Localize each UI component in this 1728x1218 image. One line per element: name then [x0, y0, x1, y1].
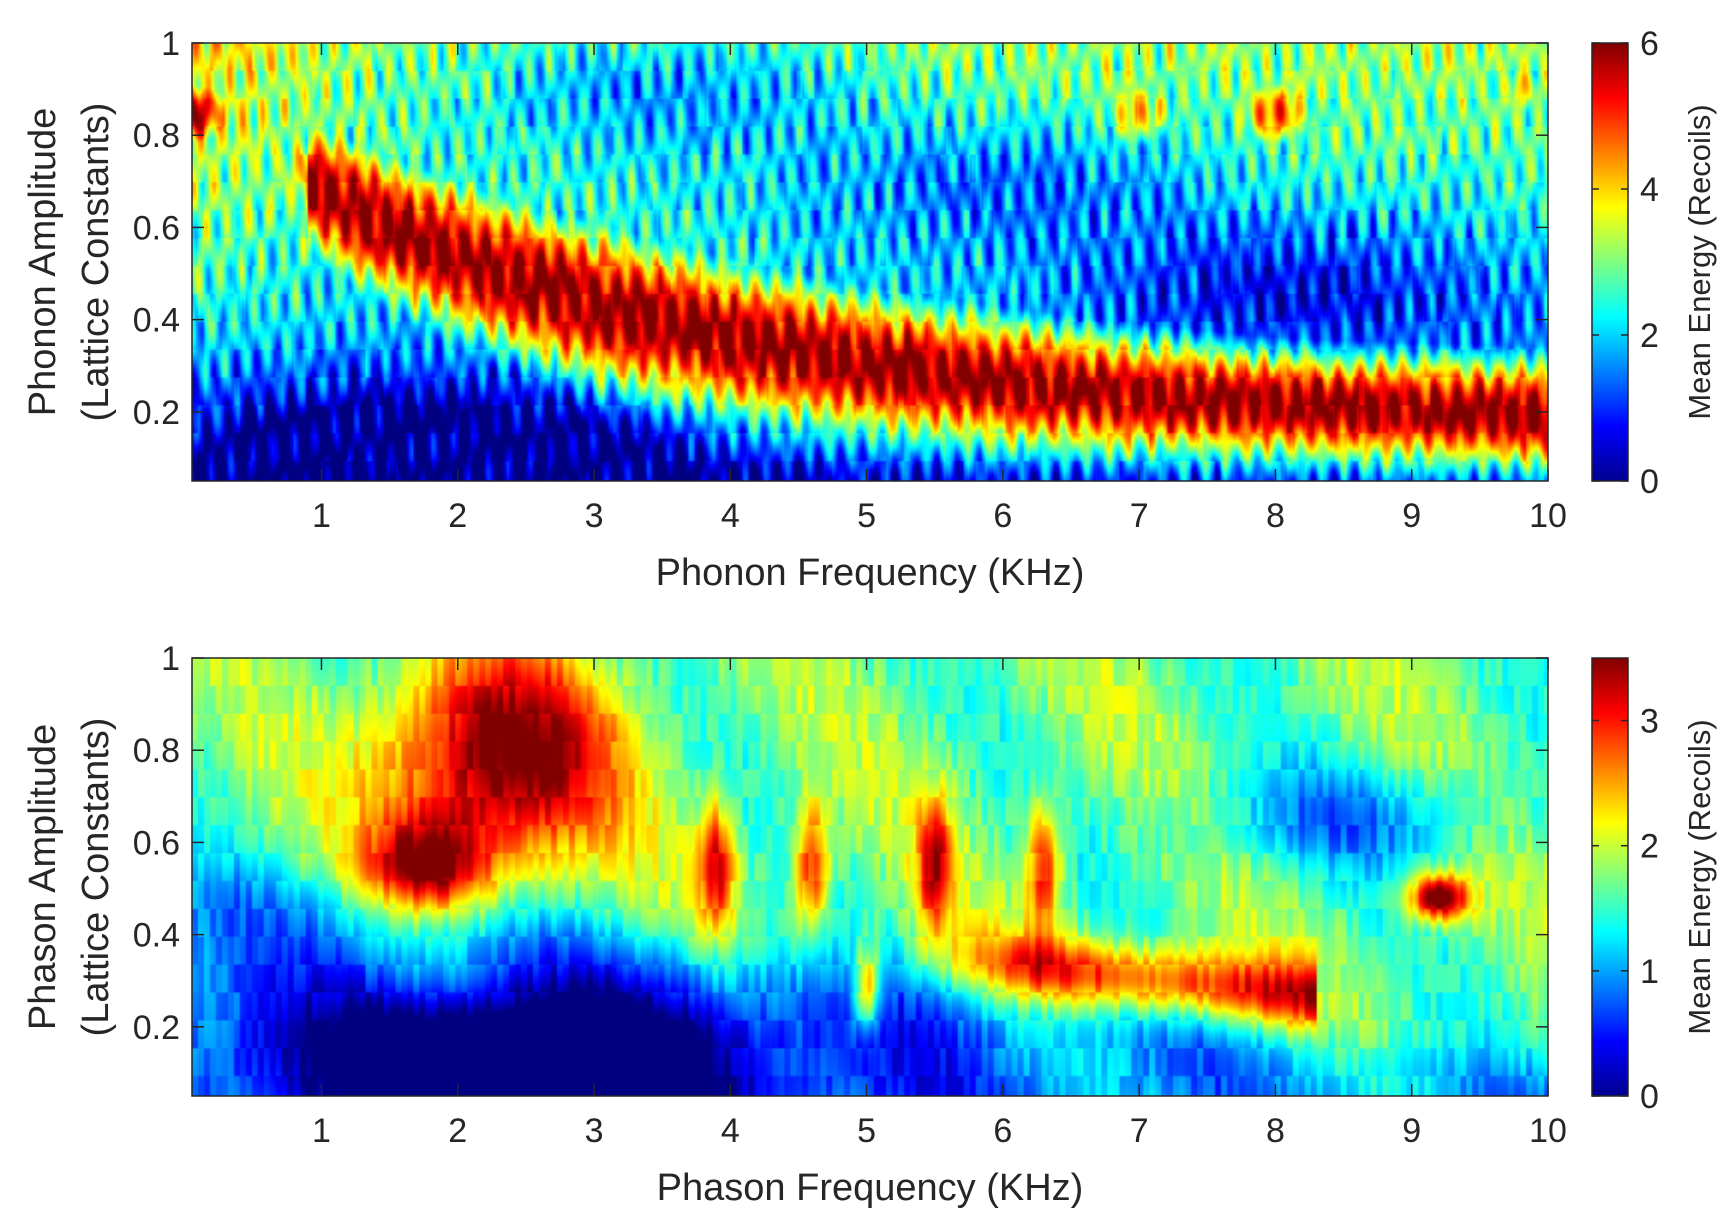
phason-xtick-label: 1: [312, 1112, 331, 1150]
phonon-colorbar-label: Mean Energy (Recoils): [1682, 104, 1717, 419]
phason-ytick-label: 0.2: [133, 1009, 180, 1047]
phason-xtick-label: 9: [1402, 1112, 1421, 1150]
phason-ytick-label: 0.6: [133, 824, 180, 862]
phason-xtick-label: 3: [585, 1112, 604, 1150]
phason-xlabel: Phason Frequency (KHz): [657, 1167, 1084, 1209]
phonon-xtick-label: 8: [1266, 497, 1285, 535]
phason-xtick-label: 2: [448, 1112, 467, 1150]
phason-axis-ticks: 1 2 3 4 5 6 7 8 9 10 0.2 0.4 0.6 0.8 1: [133, 640, 1567, 1150]
phason-ctick-label: 3: [1640, 703, 1659, 741]
phonon-ytick-label: 0.4: [133, 302, 180, 340]
phonon-xtick-label: 4: [721, 497, 740, 535]
phason-ctick-label: 0: [1640, 1078, 1659, 1116]
phonon-xtick-label: 7: [1130, 497, 1149, 535]
phonon-ctick-label: 6: [1640, 25, 1659, 63]
phonon-xtick-label: 5: [857, 497, 876, 535]
phonon-ytick-label: 0.2: [133, 394, 180, 432]
phonon-ctick-label: 0: [1640, 463, 1659, 501]
phonon-ylabel-line2: (Lattice Constants): [75, 103, 117, 422]
phonon-xtick-label: 3: [585, 497, 604, 535]
phonon-colorbar: [1591, 42, 1629, 482]
phonon-ytick-label: 0.8: [133, 117, 180, 155]
phason-xtick-label: 7: [1130, 1112, 1149, 1150]
phonon-xtick-label: 1: [312, 497, 331, 535]
phonon-xtick-label: 2: [448, 497, 467, 535]
phonon-xlabel: Phonon Frequency (KHz): [656, 552, 1085, 594]
phason-ctick-label: 2: [1640, 828, 1659, 866]
phason-xtick-label: 8: [1266, 1112, 1285, 1150]
phonon-ctick-label: 4: [1640, 171, 1659, 209]
phonon-ctick-label: 2: [1640, 317, 1659, 355]
phason-ytick-label: 0.8: [133, 732, 180, 770]
phason-ytick-label: 1: [161, 640, 180, 678]
phonon-xtick-label: 9: [1402, 497, 1421, 535]
phonon-heatmap: [192, 43, 1548, 481]
phonon-ytick-label: 1: [161, 25, 180, 63]
phonon-ytick-label: 0.6: [133, 209, 180, 247]
phason-colorbar-label: Mean Energy (Recoils): [1682, 719, 1717, 1034]
phason-chart: 1 2 3 4 5 6 7 8 9 100.20.40.60.81 Phason Frequenc…: [22, 640, 1717, 1209]
phason-xtick-label: 5: [857, 1112, 876, 1150]
phason-ytick-label: 0.4: [133, 917, 180, 955]
phason-axes-box: [191, 657, 1549, 1097]
phonon-chart: 1 2 3 4 5 6 7 8 9 10 0.2 0.4 0.6 0.8 1 Phonon Frequenc…: [22, 25, 1717, 594]
phason-ylabel-line1: Phason Amplitude: [22, 724, 64, 1030]
phason-colorbar-ticks: 0 1 2 3: [1592, 703, 1659, 1116]
phason-xtick-label: 10: [1529, 1112, 1567, 1150]
phonon-xtick-label: 10: [1529, 497, 1567, 535]
phason-ylabel-line2: (Lattice Constants): [75, 718, 117, 1037]
phason-xtick-label: 6: [993, 1112, 1012, 1150]
phason-colorbar: [1591, 657, 1629, 1097]
phonon-colorbar-ticks: 0 2 4 6: [1592, 25, 1659, 501]
phonon-xtick-label: 6: [993, 497, 1012, 535]
phonon-ylabel-line1: Phonon Amplitude: [22, 108, 64, 416]
phonon-axis-ticks: 1 2 3 4 5 6 7 8 9 10 0.2 0.4 0.6 0.8 1: [133, 25, 1567, 535]
phason-xtick-label: 4: [721, 1112, 740, 1150]
phason-heatmap: [192, 658, 1548, 1096]
phonon-axes-box: [191, 42, 1549, 482]
phason-ctick-label: 1: [1640, 953, 1659, 991]
